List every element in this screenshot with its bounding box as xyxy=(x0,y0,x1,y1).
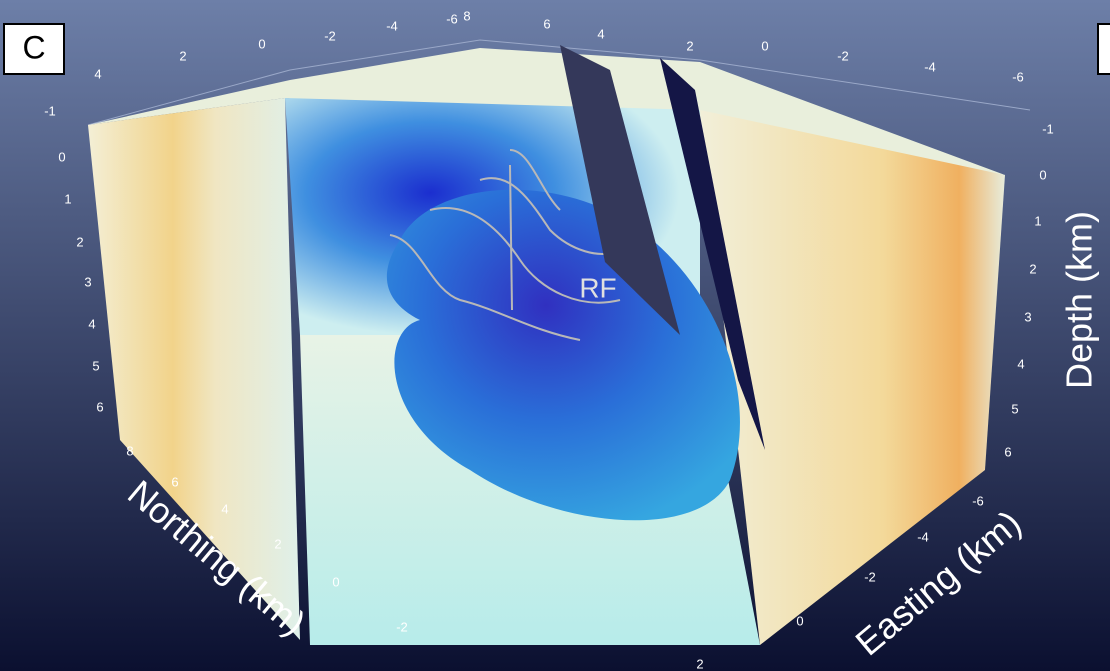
right-face xyxy=(700,110,1005,645)
tick-label: 3 xyxy=(1024,309,1031,324)
tick-label: 2 xyxy=(179,48,186,63)
tick-label: -1 xyxy=(1042,121,1054,136)
tick-label: 4 xyxy=(88,316,95,331)
tick-label: 6 xyxy=(96,399,103,414)
tick-label: 4 xyxy=(1017,356,1024,371)
tick-label: 1 xyxy=(1034,213,1041,228)
contours xyxy=(389,149,621,341)
tick-label: -6 xyxy=(972,493,984,508)
tick-label: 8 xyxy=(126,443,133,458)
tick-label: 2 xyxy=(696,656,703,671)
fault-plane xyxy=(560,45,680,335)
tick-label: 0 xyxy=(58,149,65,164)
tick-label: 6 xyxy=(171,474,178,489)
tick-label: 0 xyxy=(332,574,339,589)
axis-title: Depth (km) xyxy=(1059,211,1100,389)
panel-label-box xyxy=(3,23,65,75)
tick-label: -6 xyxy=(1012,69,1024,84)
tick-label: 5 xyxy=(92,358,99,373)
tick-label: 8 xyxy=(463,8,470,23)
tick-label: -1 xyxy=(44,103,56,118)
tick-label: -2 xyxy=(396,619,408,634)
fault-plane xyxy=(660,58,765,450)
panel-label-box xyxy=(1097,23,1110,75)
tick-label: 6 xyxy=(1004,444,1011,459)
tick-label: -2 xyxy=(837,48,849,63)
tick-label: 4 xyxy=(597,26,604,41)
panel-label: C xyxy=(22,29,45,65)
tick-label: 0 xyxy=(1039,167,1046,182)
tick-label: -2 xyxy=(324,28,336,43)
tick-label: 4 xyxy=(94,66,101,81)
tick-label: 1 xyxy=(64,191,71,206)
tick-label: 2 xyxy=(1029,261,1036,276)
tick-label: -2 xyxy=(864,569,876,584)
tick-label: 2 xyxy=(274,536,281,551)
tick-label: -4 xyxy=(924,59,936,74)
annotation: RF xyxy=(579,272,616,303)
tick-label: 3 xyxy=(84,274,91,289)
tick-label: 0 xyxy=(258,36,265,51)
tick-label: 4 xyxy=(221,501,228,516)
left-face xyxy=(88,98,300,640)
tick-label: 2 xyxy=(76,234,83,249)
tick-label: -4 xyxy=(917,529,929,544)
tick-label: 0 xyxy=(761,38,768,53)
tick-label: 0 xyxy=(796,613,803,628)
tick-label: 2 xyxy=(686,38,693,53)
tick-label: -4 xyxy=(386,18,398,33)
tick-label: -6 xyxy=(446,11,458,26)
tick-label: 6 xyxy=(543,16,550,31)
axis-frame xyxy=(87,39,1031,126)
tick-label: 5 xyxy=(1011,401,1018,416)
